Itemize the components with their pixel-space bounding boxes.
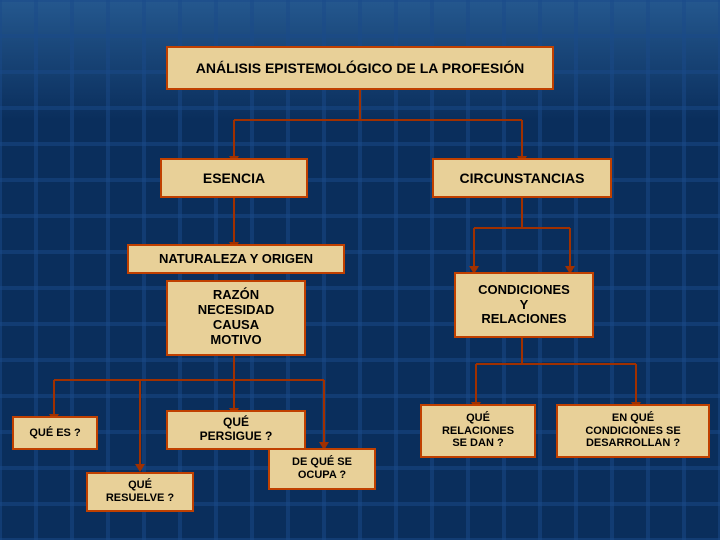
node-nat: NATURALEZA Y ORIGEN [127,244,345,274]
node-razon: RAZÓNNECESIDADCAUSAMOTIVO [166,280,306,356]
node-esencia: ESENCIA [160,158,308,198]
connector [473,228,475,268]
connector [474,227,570,229]
node-q_rel-line: RELACIONES [442,425,514,438]
node-q_cond-line: DESARROLLAN ? [586,437,680,450]
connector [635,364,637,404]
node-q_cond: EN QUÉCONDICIONES SEDESARROLLAN ? [556,404,710,458]
node-cond-line: Y [520,298,529,313]
node-q_res-line: RESUELVE ? [106,492,174,505]
connector [233,356,235,380]
connector [521,120,523,158]
node-nat-label: NATURALEZA Y ORIGEN [159,252,313,267]
node-q_rel-line: SE DAN ? [452,437,503,450]
node-q_pers-line: PERSIGUE ? [200,430,273,444]
node-q_pers: QUÉPERSIGUE ? [166,410,306,450]
connector [521,198,523,228]
connector [359,90,361,120]
node-q_pers-line: QUÉ [223,416,249,430]
node-q_ocu-line: OCUPA ? [298,469,346,482]
connector [54,379,324,381]
connector [53,380,55,416]
node-q_es-label: QUÉ ES ? [29,427,80,440]
connector [233,120,235,158]
node-cond-line: CONDICIONES [478,283,570,298]
node-q_res-line: QUÉ [128,479,152,492]
node-razon-line: NECESIDAD [198,303,275,318]
node-q_ocu-line: DE QUÉ SE [292,456,352,469]
node-circ-label: CIRCUNSTANCIAS [460,170,585,186]
node-circ: CIRCUNSTANCIAS [432,158,612,198]
connector [139,380,141,466]
node-q_rel: QUÉRELACIONESSE DAN ? [420,404,536,458]
connector [233,380,235,410]
node-root: ANÁLISIS EPISTEMOLÓGICO DE LA PROFESIÓN [166,46,554,90]
node-razon-line: MOTIVO [210,333,261,348]
connector [569,228,571,268]
node-q_rel-line: QUÉ [466,412,490,425]
connector [234,119,522,121]
node-cond-line: RELACIONES [481,312,566,327]
connector-arrow [135,464,145,472]
connector [323,380,325,444]
connector [475,364,477,404]
node-q_res: QUÉRESUELVE ? [86,472,194,512]
node-root-label: ANÁLISIS EPISTEMOLÓGICO DE LA PROFESIÓN [196,60,525,76]
node-q_ocu: DE QUÉ SEOCUPA ? [268,448,376,490]
node-razon-line: CAUSA [213,318,259,333]
diagram: ANÁLISIS EPISTEMOLÓGICO DE LA PROFESIÓN E… [0,0,720,540]
node-cond: CONDICIONESYRELACIONES [454,272,594,338]
connector [476,363,636,365]
node-q_cond-line: CONDICIONES SE [585,425,680,438]
node-q_cond-line: EN QUÉ [612,412,654,425]
connector [233,198,235,244]
node-q_es: QUÉ ES ? [12,416,98,450]
connector [521,338,523,364]
node-razon-line: RAZÓN [213,288,259,303]
node-esencia-label: ESENCIA [203,170,265,186]
